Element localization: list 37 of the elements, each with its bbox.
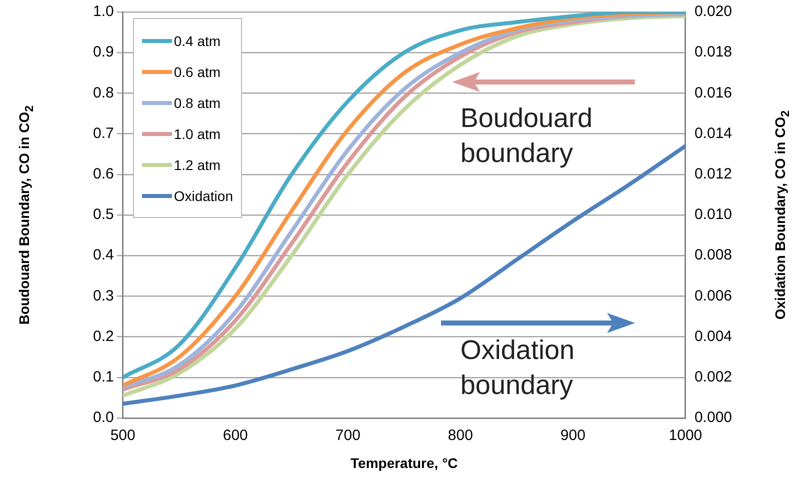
annotation: Oxidation boundary	[460, 334, 576, 402]
x-tick-label: 500	[110, 427, 136, 444]
y-tick-label: 1.0	[92, 3, 114, 20]
y2-tick-label: 0.002	[694, 368, 732, 386]
legend-label: 0.4 atm	[174, 32, 221, 48]
y2-tick-label: 0.000	[694, 409, 732, 426]
x-tick-label: 900	[560, 427, 586, 444]
y-tick-label: 0.4	[92, 246, 114, 264]
legend-label: 1.2 atm	[174, 156, 221, 172]
x-tick-label: 700	[335, 427, 360, 444]
x-tick-label: 600	[222, 427, 248, 444]
y2-tick-label: 0.006	[694, 287, 732, 304]
y2-tick-label: 0.008	[694, 246, 732, 264]
y2-tick-label: 0.016	[694, 84, 732, 102]
annotation: Boudouard boundary	[460, 102, 594, 170]
legend-label: 0.8 atm	[174, 94, 221, 110]
y-tick-label: 0.7	[92, 124, 114, 142]
y-tick-label: 0.8	[92, 84, 114, 102]
y2-tick-label: 0.010	[694, 206, 732, 224]
x-tick-label: 1000	[668, 427, 702, 444]
legend-label: Oxidation	[174, 188, 233, 204]
x-axis-title: Temperature, °C	[350, 455, 458, 471]
y2-tick-label: 0.012	[694, 166, 732, 183]
legend-label: 0.6 atm	[174, 64, 221, 80]
y2-tick-label: 0.004	[694, 328, 732, 345]
y-tick-label: 0.5	[92, 206, 114, 224]
y-tick-label: 0.1	[92, 368, 114, 386]
y-tick-label: 0.6	[92, 166, 114, 183]
y2-tick-label: 0.018	[694, 44, 732, 61]
y-tick-label: 0.9	[92, 44, 114, 61]
y-tick-label: 0.3	[92, 287, 114, 304]
x-tick-label: 800	[448, 427, 473, 444]
y2-tick-label: 0.020	[694, 3, 732, 20]
y2-tick-label: 0.014	[694, 124, 732, 142]
y-tick-label: 0.2	[92, 328, 114, 345]
y-tick-label: 0.0	[92, 409, 114, 426]
legend-label: 1.0 atm	[174, 126, 221, 142]
